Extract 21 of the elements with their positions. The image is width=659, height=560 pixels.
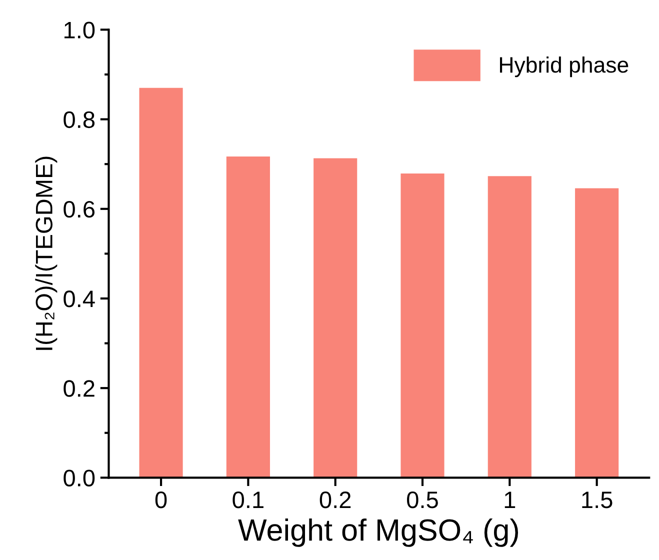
bar bbox=[314, 158, 358, 478]
x-tick-label: 0 bbox=[155, 492, 167, 508]
legend-label: Hybrid phase bbox=[500, 56, 628, 78]
y-tick-label: 0.2 bbox=[64, 380, 94, 397]
x-tick-label: 0.5 bbox=[407, 492, 438, 508]
y-tick-label: 0.8 bbox=[64, 111, 95, 128]
bar bbox=[488, 176, 532, 478]
bar bbox=[575, 188, 619, 478]
y-tick-label: 0.4 bbox=[64, 290, 95, 308]
x-tick-label: 0.2 bbox=[320, 492, 351, 508]
y-tick-label: 1.0 bbox=[64, 22, 95, 38]
bar bbox=[139, 88, 183, 478]
x-axis-title: Weight of MgSO₄ (g) bbox=[238, 518, 518, 547]
x-tick-label: 0.1 bbox=[232, 492, 264, 508]
y-tick-label: 0.0 bbox=[64, 470, 95, 486]
y-axis-title: I(H₂O)/I(TEGDME) bbox=[35, 156, 58, 350]
x-tick-label: 1 bbox=[504, 492, 516, 508]
x-tick-label: 1.5 bbox=[582, 492, 612, 508]
bar bbox=[400, 173, 444, 478]
bar bbox=[226, 156, 270, 478]
y-tick-label: 0.6 bbox=[64, 200, 95, 218]
